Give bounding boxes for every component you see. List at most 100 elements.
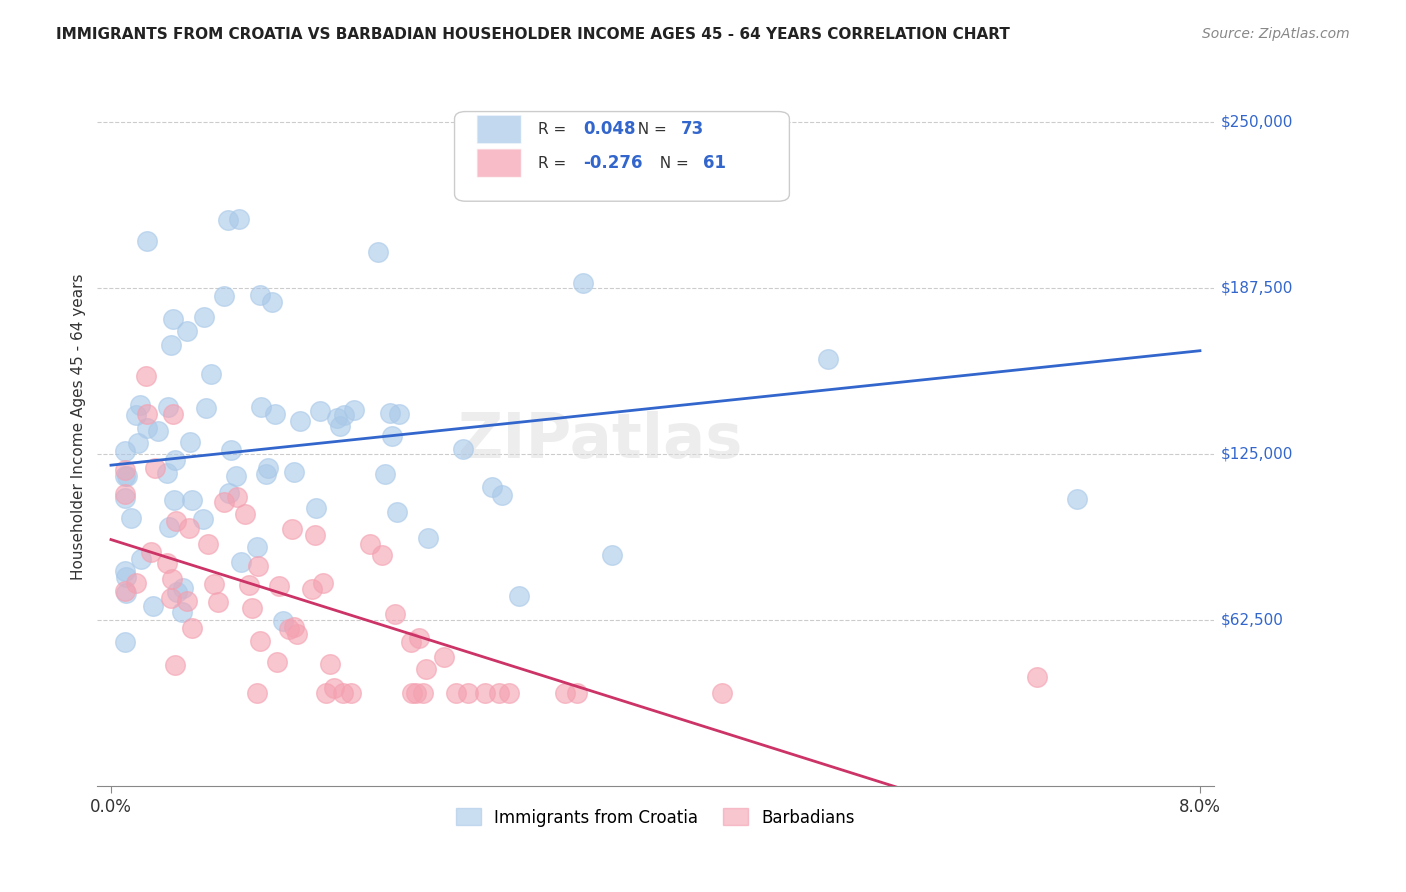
Point (405, 686, 427, 700)
FancyBboxPatch shape (454, 112, 789, 202)
Point (418, 531, 440, 545)
Point (288, 414, 311, 428)
Point (554, 686, 576, 700)
Point (165, 514, 187, 528)
Point (191, 511, 214, 525)
Point (340, 686, 363, 700)
Point (225, 469, 247, 483)
Point (312, 576, 335, 591)
Point (141, 545, 163, 559)
Point (156, 556, 179, 570)
Point (136, 421, 159, 435)
FancyBboxPatch shape (477, 149, 522, 178)
Text: 73: 73 (681, 120, 704, 138)
Point (491, 488, 513, 502)
Point (135, 369, 157, 384)
Point (247, 559, 270, 574)
Point (508, 590, 530, 604)
Point (202, 577, 225, 591)
Point (388, 407, 411, 421)
Point (148, 424, 170, 438)
Point (408, 632, 430, 646)
Point (1066, 491, 1088, 506)
Text: ZIPatlas: ZIPatlas (457, 411, 742, 472)
Point (114, 564, 136, 578)
Point (170, 605, 193, 619)
Point (446, 686, 468, 700)
Point (264, 407, 287, 421)
Point (817, 351, 839, 366)
Point (163, 657, 186, 672)
Point (370, 548, 392, 562)
Point (176, 594, 198, 608)
Point (249, 288, 271, 302)
Point (160, 573, 183, 587)
Point (271, 615, 294, 629)
Point (343, 403, 366, 417)
Point (451, 442, 474, 456)
Point (249, 633, 271, 648)
Point (257, 460, 280, 475)
Text: $187,500: $187,500 (1220, 280, 1292, 295)
Point (415, 661, 437, 675)
Point (304, 528, 326, 542)
Point (1025, 670, 1047, 684)
Point (433, 650, 456, 665)
Point (250, 400, 273, 414)
Point (115, 586, 138, 600)
Point (181, 620, 204, 634)
Point (217, 213, 239, 227)
Point (325, 411, 347, 425)
Text: N =: N = (650, 156, 693, 170)
Point (176, 324, 198, 338)
Point (301, 582, 323, 596)
Point (283, 619, 305, 633)
Point (565, 686, 588, 700)
Text: -0.276: -0.276 (583, 154, 643, 172)
Point (115, 469, 138, 483)
Point (129, 551, 152, 566)
Point (181, 492, 204, 507)
Point (229, 555, 252, 569)
Point (305, 501, 328, 516)
Point (162, 312, 184, 326)
Point (323, 681, 346, 695)
Point (269, 579, 291, 593)
Point (127, 435, 149, 450)
Text: R =: R = (538, 122, 571, 137)
Point (156, 466, 179, 480)
Point (571, 276, 593, 290)
Point (385, 505, 408, 519)
Point (226, 490, 249, 504)
Point (412, 686, 434, 700)
Point (488, 686, 510, 700)
Point (384, 607, 406, 622)
Point (278, 622, 301, 636)
Point (114, 487, 136, 501)
Point (172, 582, 194, 596)
Point (207, 595, 229, 609)
Point (498, 686, 520, 700)
Point (246, 540, 269, 554)
Point (238, 578, 260, 592)
Point (114, 463, 136, 477)
Point (381, 428, 404, 442)
Point (179, 434, 201, 449)
Point (240, 600, 263, 615)
Point (333, 408, 356, 422)
Point (754, 128, 776, 142)
Point (197, 537, 219, 551)
Point (115, 570, 138, 584)
Point (179, 521, 201, 535)
Point (474, 686, 496, 700)
Point (329, 419, 352, 434)
Point (373, 467, 395, 481)
Point (283, 465, 305, 479)
Text: IMMIGRANTS FROM CROATIA VS BARBADIAN HOUSEHOLDER INCOME AGES 45 - 64 YEARS CORRE: IMMIGRANTS FROM CROATIA VS BARBADIAN HOU… (56, 27, 1010, 42)
Point (125, 408, 148, 422)
Point (114, 491, 136, 505)
Point (157, 401, 180, 415)
Point (195, 401, 218, 415)
Point (401, 686, 423, 700)
Text: $62,500: $62,500 (1220, 612, 1284, 627)
